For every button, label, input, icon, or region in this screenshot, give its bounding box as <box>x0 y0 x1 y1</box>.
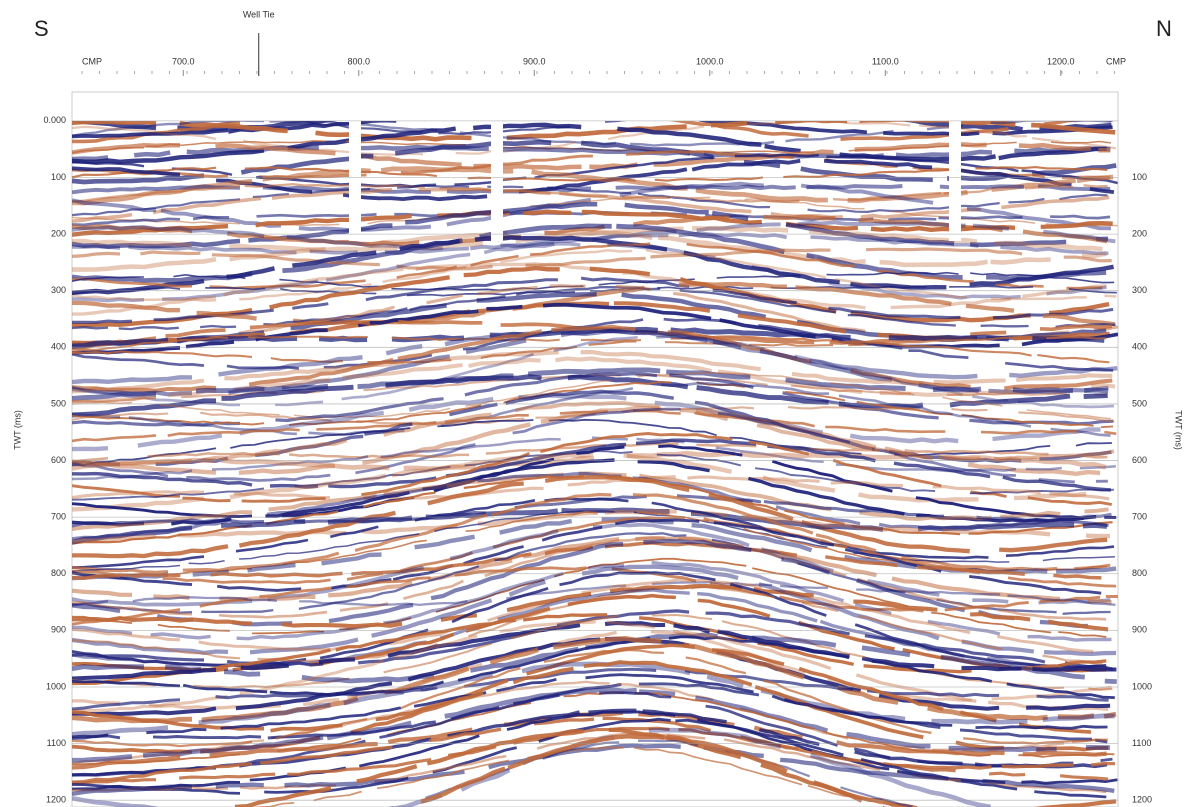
y-tick-label: 800 <box>51 568 66 578</box>
y-tick-label: 1000 <box>46 681 66 691</box>
y-tick-label: 100 <box>51 172 66 182</box>
direction-left: S <box>34 16 49 41</box>
y2-tick-label: 100 <box>1132 172 1147 182</box>
x-axis-label: CMP <box>1106 56 1126 66</box>
well-tie-label: Well Tie <box>243 9 275 19</box>
y2-tick-label: 400 <box>1132 342 1147 352</box>
y2-tick-label: 1100 <box>1132 738 1151 748</box>
y2-tick-label: 600 <box>1132 455 1147 465</box>
y-tick-label: 400 <box>51 342 66 352</box>
y-tick-label: 900 <box>51 625 66 635</box>
data-gap <box>491 121 503 241</box>
y-tick-label: 600 <box>51 455 66 465</box>
y-tick-label: 700 <box>51 512 66 522</box>
x-tick-label: 700.0 <box>172 56 195 66</box>
y2-tick-label: 300 <box>1132 285 1147 295</box>
y-axis-label: TWT (ms) <box>12 410 22 450</box>
seismic-section: S N CMP CMP TWT (ms) TWT (ms) 700.0 800.0… <box>0 0 1190 807</box>
y2-tick-label: 1200 <box>1132 795 1152 805</box>
x-tick-label: 1100.0 <box>872 56 899 66</box>
y-tick-label: 200 <box>51 228 66 238</box>
x-tick-label: 900.0 <box>523 56 546 66</box>
y2-tick-label: 500 <box>1132 398 1147 408</box>
data-gap <box>349 121 361 241</box>
y2-tick-label: 800 <box>1132 568 1147 578</box>
data-gap <box>949 121 961 241</box>
y2-tick-label: 200 <box>1132 228 1147 238</box>
y-tick-label: 1100 <box>47 738 66 748</box>
x-axis-label: CMP <box>82 56 102 66</box>
y-tick-label: 0.000 <box>43 115 66 125</box>
y-tick-label: 500 <box>51 398 66 408</box>
y-tick-label: 1200 <box>46 795 66 805</box>
y2-tick-label: 700 <box>1132 512 1147 522</box>
y2-tick-label: 900 <box>1132 625 1147 635</box>
x-tick-label: 1200.0 <box>1047 56 1075 66</box>
y2-axis-label: TWT (ms) <box>1174 410 1184 450</box>
x-tick-label: 1000.0 <box>696 56 724 66</box>
direction-right: N <box>1156 16 1172 41</box>
y2-tick-label: 1000 <box>1132 681 1152 691</box>
y-tick-label: 300 <box>51 285 66 295</box>
x-tick-label: 800.0 <box>348 56 371 66</box>
